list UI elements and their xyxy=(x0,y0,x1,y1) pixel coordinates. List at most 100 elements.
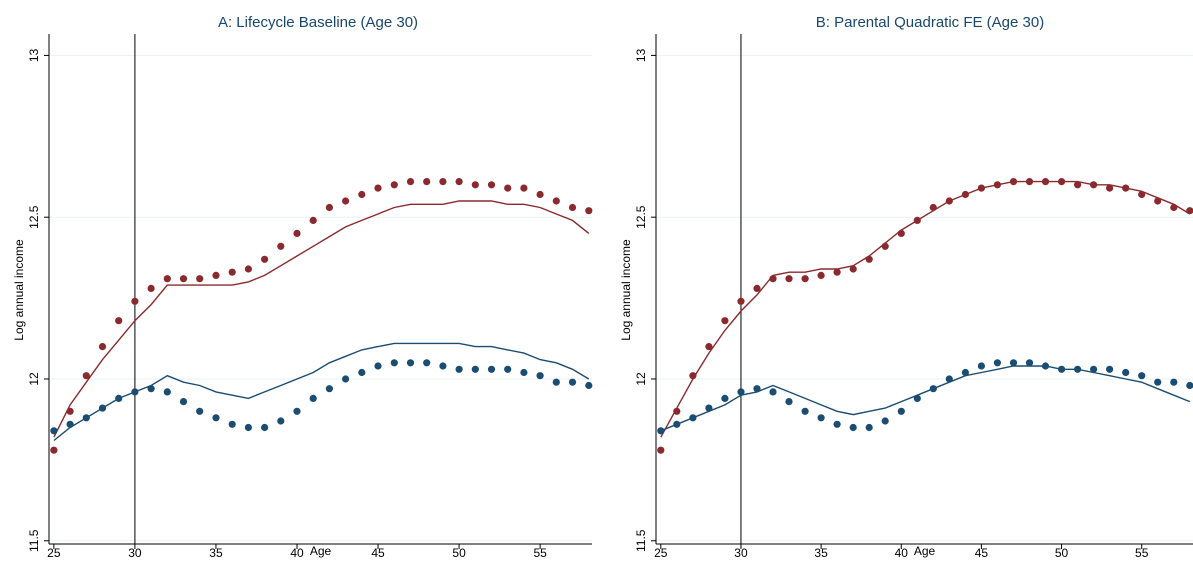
x-tick-label: 30 xyxy=(734,546,748,558)
data-point xyxy=(50,446,58,454)
data-point xyxy=(82,414,90,422)
data-point xyxy=(1090,365,1098,373)
data-point xyxy=(705,343,713,351)
data-point xyxy=(1074,365,1082,373)
data-point xyxy=(897,407,905,415)
x-tick-label: 50 xyxy=(1055,546,1069,558)
data-point xyxy=(212,271,220,279)
data-point xyxy=(439,362,447,370)
data-point xyxy=(228,268,236,276)
data-point xyxy=(1186,381,1193,390)
data-point xyxy=(769,275,777,283)
panel-a: A: Lifecycle Baseline (Age 30) 11.5 12 12.5… xyxy=(12,14,593,560)
data-point xyxy=(929,203,937,212)
data-point xyxy=(849,265,857,273)
data-point xyxy=(817,271,825,279)
data-point xyxy=(913,216,921,224)
data-point xyxy=(585,381,593,390)
data-point xyxy=(536,190,544,199)
data-point xyxy=(504,184,512,192)
data-point xyxy=(163,388,171,396)
data-point xyxy=(261,423,269,432)
data-point xyxy=(98,404,107,412)
data-point xyxy=(244,265,252,273)
y-axis-title: Log annual income xyxy=(12,239,26,341)
data-point xyxy=(737,388,745,396)
data-point xyxy=(487,181,496,189)
data-point xyxy=(961,190,970,199)
fitted-line xyxy=(660,365,1191,432)
data-point xyxy=(374,362,382,370)
data-point xyxy=(1009,359,1018,367)
data-point xyxy=(785,398,793,406)
data-point xyxy=(277,417,285,425)
data-point xyxy=(179,275,188,283)
data-point xyxy=(801,407,809,415)
y-tick-label: 13 xyxy=(634,48,648,62)
data-point xyxy=(1138,190,1146,199)
y-tick-label: 12.5 xyxy=(27,205,41,229)
data-point xyxy=(721,394,729,402)
x-tick-label: 45 xyxy=(975,546,989,558)
data-point xyxy=(50,427,58,435)
data-point xyxy=(568,203,577,212)
data-point xyxy=(1122,184,1130,192)
data-point xyxy=(977,184,986,192)
data-point xyxy=(471,181,479,189)
data-point xyxy=(673,407,681,415)
data-point xyxy=(977,362,986,370)
data-point xyxy=(849,423,857,432)
data-point xyxy=(1058,365,1066,373)
y-tick-label: 12 xyxy=(634,372,648,386)
data-point xyxy=(833,268,841,276)
data-point xyxy=(455,178,463,186)
data-point xyxy=(325,385,333,393)
x-axis-title: Age xyxy=(310,544,332,558)
data-point xyxy=(552,197,560,205)
data-point xyxy=(785,275,793,283)
x-tick-label: 55 xyxy=(533,546,547,558)
data-point xyxy=(325,203,333,212)
data-point xyxy=(115,317,123,325)
data-point xyxy=(881,242,889,250)
data-point xyxy=(309,216,317,224)
x-tick-label: 50 xyxy=(452,546,466,558)
data-point xyxy=(66,420,74,428)
data-point xyxy=(342,197,350,205)
data-point xyxy=(423,178,431,186)
data-point xyxy=(753,284,761,292)
data-point xyxy=(568,378,577,386)
data-point xyxy=(689,414,697,422)
data-point xyxy=(212,414,220,422)
data-point xyxy=(520,184,528,192)
data-point xyxy=(1186,207,1193,215)
data-point xyxy=(358,190,366,199)
data-point xyxy=(1025,359,1034,367)
data-point xyxy=(66,407,74,415)
data-point xyxy=(406,178,415,186)
data-point xyxy=(504,365,512,373)
y-tick-label: 13 xyxy=(27,48,41,62)
data-point xyxy=(1154,378,1162,386)
data-point xyxy=(1009,178,1018,186)
x-tick-label: 30 xyxy=(128,546,142,558)
panel-b: B: Parental Quadratic FE (Age 30) 11.5 12 1… xyxy=(619,14,1193,560)
data-point xyxy=(309,394,317,402)
data-point xyxy=(406,359,415,367)
data-point xyxy=(657,427,665,435)
data-point xyxy=(1106,184,1114,192)
data-point xyxy=(115,394,123,402)
data-point xyxy=(1122,368,1130,377)
data-point xyxy=(769,388,777,396)
data-point xyxy=(1025,178,1034,186)
data-point xyxy=(945,197,953,205)
data-point xyxy=(196,275,204,283)
data-point xyxy=(244,423,252,432)
data-point xyxy=(1170,378,1178,386)
data-point xyxy=(1170,203,1178,212)
data-point xyxy=(520,368,528,377)
data-point xyxy=(865,255,873,263)
data-point xyxy=(585,207,593,215)
data-point xyxy=(293,407,301,415)
